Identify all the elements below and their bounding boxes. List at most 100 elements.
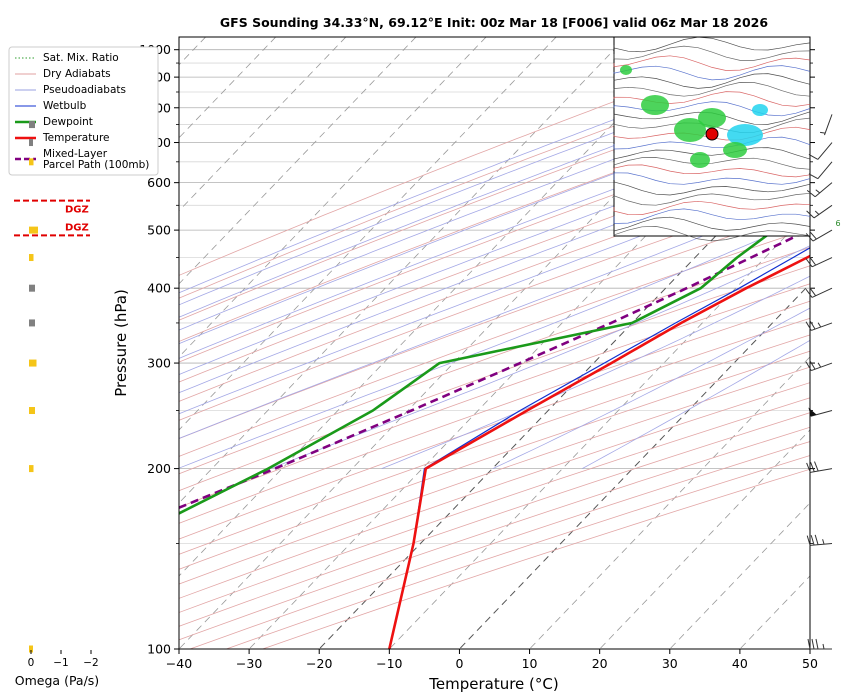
x-tick-label: 0	[455, 656, 463, 671]
location-marker-icon	[705, 127, 719, 141]
pseudoadiabat	[179, 192, 810, 439]
wind-barb-flag	[808, 154, 819, 160]
inset-contour	[613, 208, 811, 224]
omega-bar	[29, 465, 34, 473]
y-tick-label: 300	[147, 356, 171, 371]
pseudoadiabat	[492, 307, 810, 469]
dry-adiabat	[179, 300, 810, 524]
wind-barb	[808, 161, 833, 180]
wind-barb-flag	[810, 535, 815, 546]
isotherm	[179, 37, 697, 577]
isotherm	[459, 283, 810, 649]
x-tick-label: 50	[802, 656, 818, 671]
omega-bar	[29, 319, 35, 327]
wind-barb	[805, 287, 833, 298]
wind-barb-flag	[806, 462, 811, 473]
wind-barb-half-flag	[817, 362, 822, 368]
dry-adiabat	[179, 350, 810, 570]
inset-contour	[613, 101, 811, 117]
dry-adiabat	[179, 265, 810, 492]
wind-barb	[805, 320, 833, 331]
dgz-label: DGZ	[65, 222, 89, 233]
inset-contour	[613, 216, 811, 232]
dry-adiabat	[179, 397, 810, 613]
pseudoadiabat	[179, 217, 810, 469]
inset-contour	[613, 126, 811, 141]
inset-contour	[613, 55, 811, 71]
isotherm	[318, 137, 810, 649]
dry-adiabat	[179, 102, 810, 342]
omega-bar	[29, 645, 33, 653]
wind-barb-flag	[810, 462, 815, 472]
legend-label: Sat. Mix. Ratio	[43, 52, 119, 64]
dry-adiabat	[179, 208, 810, 440]
omega-tick-label: −2	[83, 657, 98, 669]
omega-bar	[29, 226, 38, 234]
dry-adiabat	[179, 228, 810, 457]
pseudoadiabat	[179, 85, 810, 331]
wind-barb	[807, 638, 832, 650]
dry-adiabat	[179, 334, 810, 555]
wind-barb-flag	[814, 461, 819, 472]
inset-precip-area	[641, 95, 669, 115]
wind-barb-staff	[814, 182, 833, 198]
inset-precip-area	[620, 65, 632, 75]
inset-contour	[613, 164, 811, 178]
x-tick-label: 30	[662, 656, 678, 671]
dry-adiabat	[179, 317, 810, 540]
wind-barb-flag	[806, 210, 815, 219]
wind-barb-flag	[805, 288, 813, 298]
wind-barb	[805, 229, 833, 242]
inset-contour	[613, 181, 811, 196]
inset-contour	[613, 136, 811, 150]
wind-barb-flag	[805, 258, 813, 268]
omega-panel: DGZ DGZ 0 −1 −2 Omega (Pa/s)	[14, 121, 99, 688]
x-tick-label: −30	[236, 656, 262, 671]
dry-adiabat	[179, 382, 810, 599]
wind-barb-staff	[817, 161, 833, 179]
omega-bar	[29, 359, 37, 367]
y-tick-label: 100	[147, 642, 171, 657]
wind-barb-flag	[811, 638, 815, 650]
legend-label: Mixed-Layer	[43, 148, 108, 160]
wind-barb-staff	[817, 142, 833, 160]
wind-barb	[806, 461, 833, 473]
x-tick-label: 40	[732, 656, 748, 671]
wind-barb-half-flag	[820, 131, 826, 134]
wind-barb	[805, 256, 833, 268]
legend-box	[8, 46, 159, 176]
wind-barb	[806, 204, 833, 219]
omega-bar	[29, 254, 34, 262]
y-tick-label: 200	[147, 461, 171, 476]
wind-barb	[808, 407, 833, 417]
wind-barb-flag	[806, 535, 811, 546]
inset-contour	[613, 65, 811, 81]
wind-barb-half-flag	[815, 189, 821, 194]
wind-barb-flag	[814, 534, 819, 545]
mixing-ratio-label: 6	[836, 219, 841, 228]
wind-barb-flag	[809, 287, 817, 297]
omega-tick-label: −1	[53, 657, 68, 669]
dgz-label: DGZ	[65, 205, 89, 216]
parcel-path-line	[179, 228, 810, 510]
legend-label: Parcel Path (100mb)	[43, 159, 149, 171]
omega-bar	[29, 158, 34, 166]
wind-barb-flag	[806, 190, 816, 198]
pressure-axis: 1000900800700600500400300200100	[139, 42, 815, 657]
omega-bar	[29, 121, 35, 129]
inset-precip-area	[752, 104, 768, 116]
dry-adiabat	[179, 283, 810, 508]
inset-map	[613, 36, 811, 242]
omega-axis-label: Omega (Pa/s)	[15, 673, 99, 688]
inset-precip-area	[690, 152, 710, 168]
inset-contour	[613, 45, 811, 61]
wind-barb-staff	[811, 257, 833, 268]
inset-contour	[613, 82, 811, 97]
wind-barb-flag	[805, 321, 812, 331]
x-tick-label: 20	[592, 656, 608, 671]
wind-barb-flag	[815, 638, 819, 650]
wind-barb-half-flag	[822, 539, 825, 545]
dry-adiabat	[179, 246, 810, 475]
y-tick-label: 500	[147, 223, 171, 238]
